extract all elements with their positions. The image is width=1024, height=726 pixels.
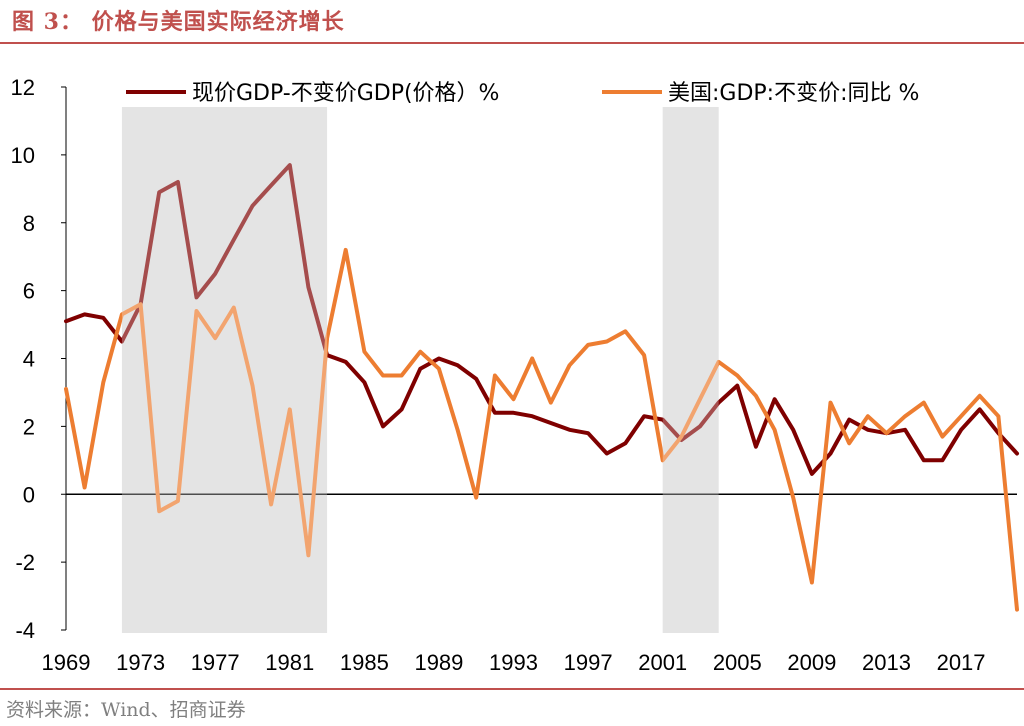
figure-title: 图 3： 价格与美国实际经济增长 [12,9,345,35]
footer-divider [0,688,1024,690]
series-line-2 [64,247,1019,612]
source-note: 资料来源：Wind、招商证券 [6,699,246,721]
legend: 现价GDP-不变价GDP(价格）% 美国:GDP:不变价:同比 % [126,81,919,106]
y-tick-label: 0 [23,482,35,507]
x-tick-label: 2013 [862,650,911,675]
x-tick-label: 1985 [340,650,389,675]
y-tick-label: -4 [15,618,35,643]
x-tick-label: 2017 [937,650,986,675]
axes: 12 10 8 6 4 2 0 -2 -4 1969 1973 1977 1981 1985 1989 199… [11,75,1017,675]
legend-label-1: 现价GDP-不变价GDP(价格）% [192,81,499,106]
x-tick-label: 1989 [414,650,463,675]
shaded-period-overlay [662,107,719,633]
x-tick-label: 1969 [42,650,91,675]
x-tick-label: 1977 [191,650,240,675]
x-tick-label: 2009 [787,650,836,675]
y-tick-label: 10 [11,143,35,168]
x-tick-label: 1993 [489,650,538,675]
shaded-period-overlay [121,107,328,633]
y-tick-label: 2 [23,414,35,439]
shaded-period [662,107,719,633]
y-tick-label: -2 [15,550,35,575]
x-tick-label: 2005 [713,650,762,675]
y-tick-label: 6 [23,279,35,304]
x-tick-label: 1973 [116,650,165,675]
x-tick-label: 1981 [265,650,314,675]
line-chart: 12 10 8 6 4 2 0 -2 -4 1969 1973 1977 1981 1985 1989 199… [11,75,1019,675]
x-tick-label: 2001 [638,650,687,675]
y-tick-label: 4 [23,347,35,372]
y-tick-label: 12 [11,75,35,100]
title-divider [0,42,1024,44]
legend-label-2: 美国:GDP:不变价:同比 % [668,81,919,106]
y-tick-label: 8 [23,211,35,236]
x-tick-label: 1997 [564,650,613,675]
series-line-1 [64,163,1019,476]
series-lines [64,107,1019,633]
